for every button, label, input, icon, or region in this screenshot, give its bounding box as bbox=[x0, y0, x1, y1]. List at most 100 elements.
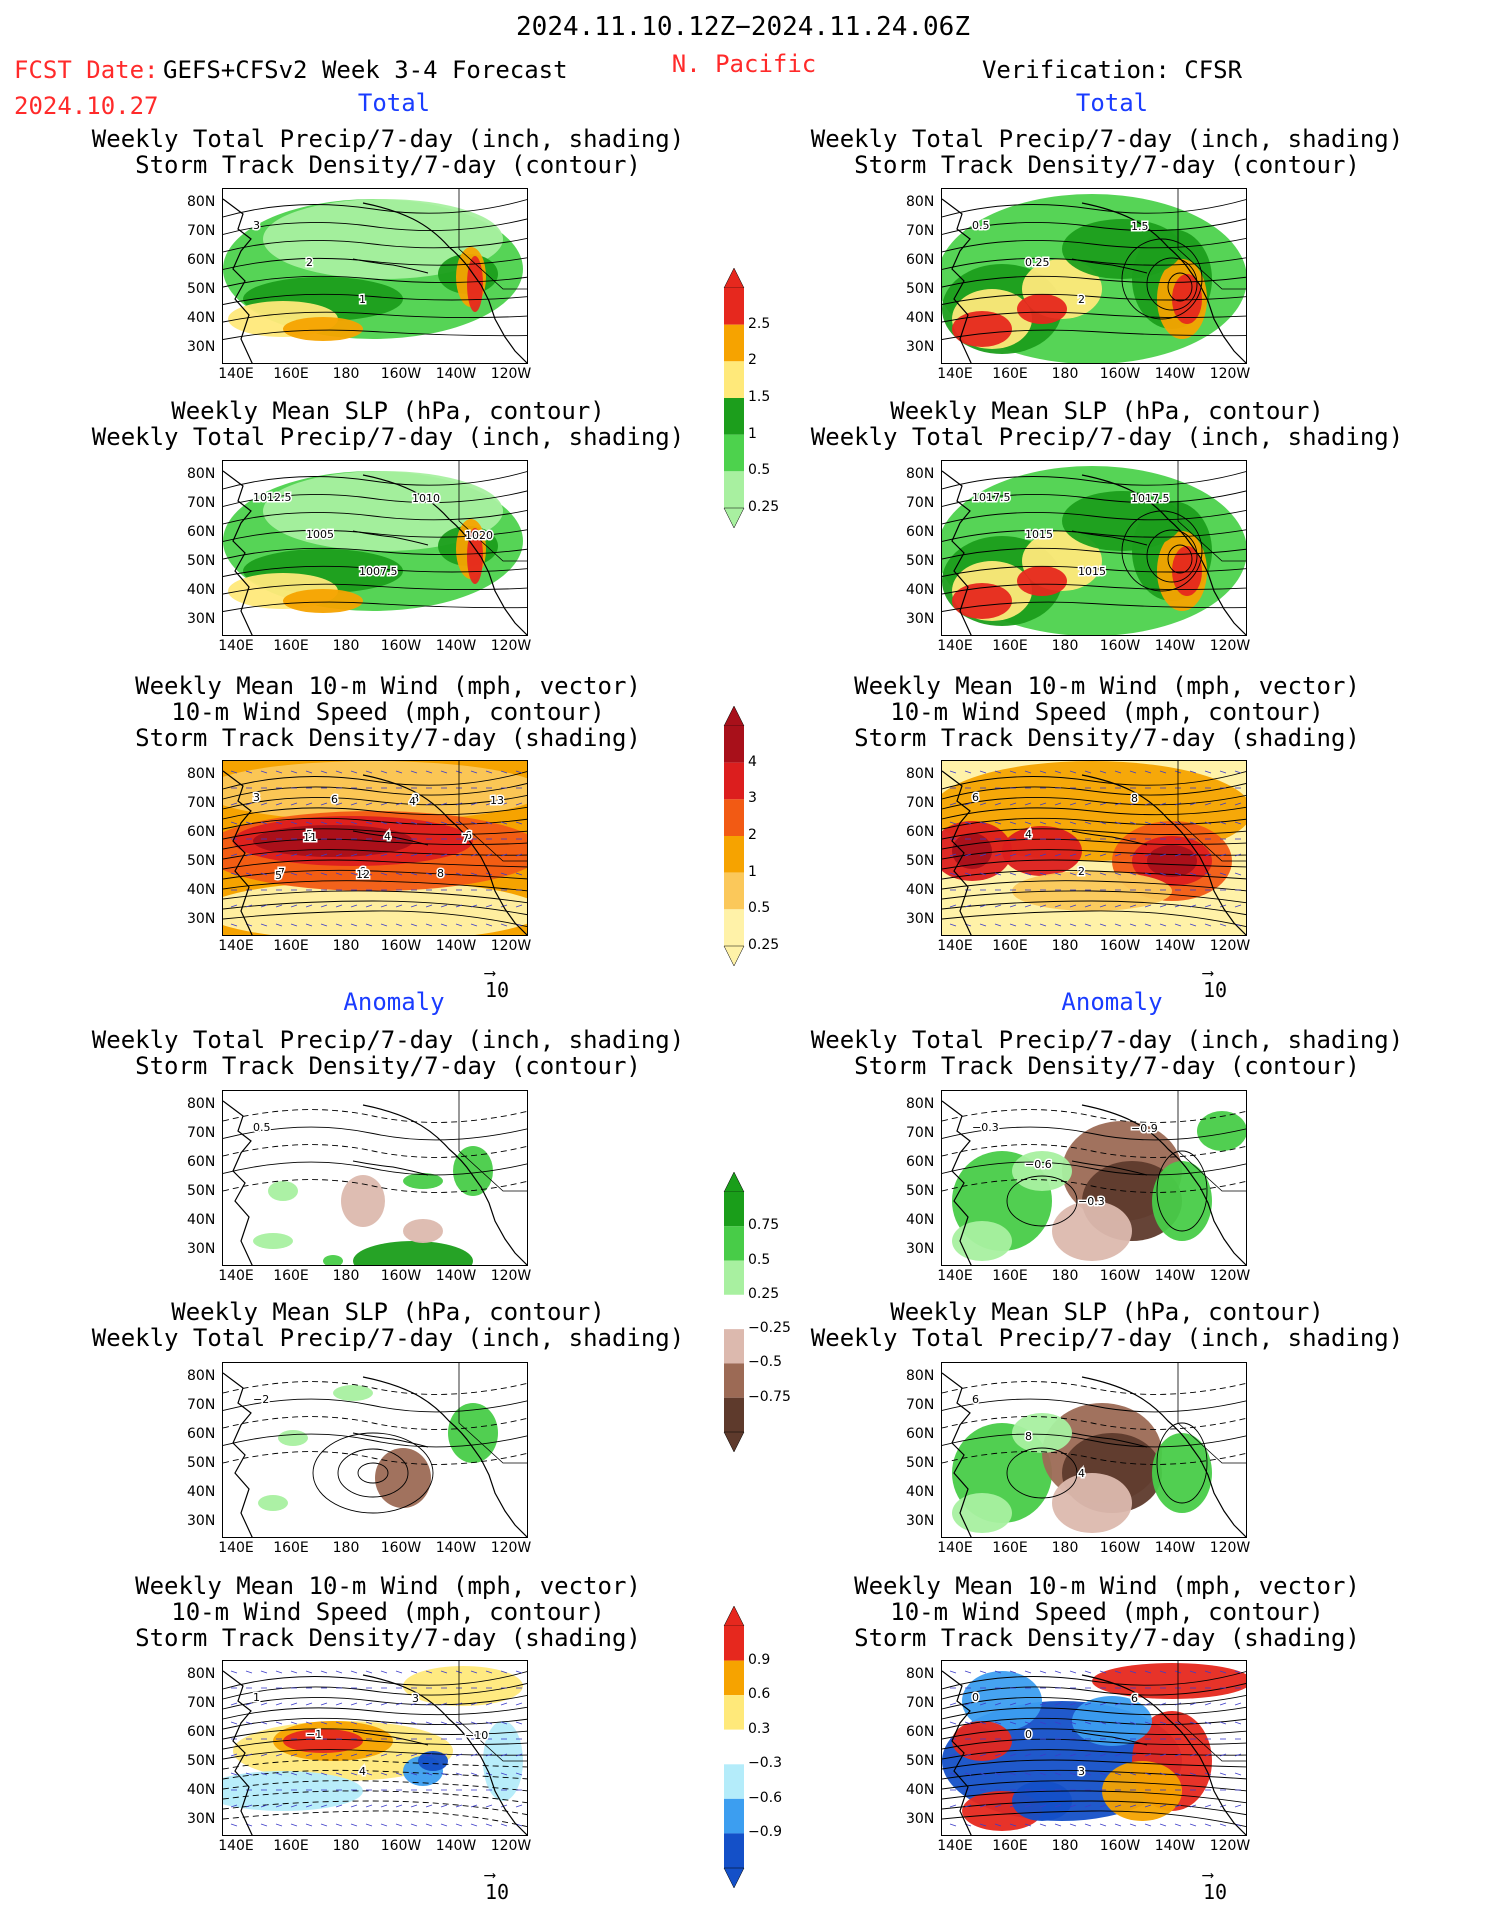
contour-lines bbox=[942, 199, 1246, 340]
colorbar-segment bbox=[724, 1397, 744, 1432]
lat-tick-label: 50N bbox=[187, 1455, 216, 1471]
shading-area bbox=[375, 1448, 431, 1508]
coastline-north-america bbox=[1081, 1674, 1246, 1835]
panel-title-l6-line3: Storm Track Density/7-day (shading) bbox=[135, 1624, 641, 1652]
political-border bbox=[1177, 1091, 1246, 1192]
map-canvas: 6 8 4 bbox=[942, 1363, 1246, 1537]
contour-label: 4 bbox=[384, 830, 391, 843]
contour-label: 1015 bbox=[1025, 528, 1053, 541]
lon-tick-label: 140W bbox=[1154, 1838, 1196, 1854]
lon-tick-label: 140W bbox=[435, 938, 477, 954]
contour-lines bbox=[223, 1109, 527, 1193]
shading-area bbox=[253, 1233, 293, 1249]
contour-lines bbox=[942, 1671, 1246, 1828]
lon-tick-label: 180 bbox=[1051, 366, 1079, 382]
contour-label: 8 bbox=[1025, 1430, 1032, 1443]
shading-area bbox=[323, 1255, 343, 1265]
contour-lines bbox=[942, 1109, 1246, 1232]
colorbar-tick-label: 2 bbox=[748, 827, 757, 843]
lon-tick-label: 160W bbox=[380, 1838, 422, 1854]
lon-tick-label: 120W bbox=[490, 1838, 532, 1854]
shading-area bbox=[1017, 294, 1067, 324]
aleutian-islands bbox=[1071, 830, 1148, 846]
coastline-asia bbox=[223, 1372, 253, 1537]
coastline-north-america bbox=[1081, 1104, 1246, 1265]
coastline-asia bbox=[223, 1100, 253, 1265]
contour-label: 0.5 bbox=[253, 1121, 271, 1134]
panel-title-l3-line3: Storm Track Density/7-day (shading) bbox=[135, 724, 641, 752]
lon-tick-label: 140E bbox=[218, 938, 254, 954]
map-panel-r2: 1017.5 1015 1015 1017.5 bbox=[941, 460, 1247, 636]
contour-label: 11 bbox=[303, 831, 317, 844]
contour-label: 1.5 bbox=[1131, 220, 1149, 233]
map-canvas: 1 −1 4 3 −10 bbox=[223, 1661, 527, 1835]
lon-tick-label: 140W bbox=[435, 638, 477, 654]
lat-tick-label: 50N bbox=[187, 1753, 216, 1769]
vector-ref-value: 10 bbox=[1203, 978, 1228, 1002]
lat-tick-label: 80N bbox=[187, 466, 216, 482]
contour-label: 3 bbox=[1078, 1765, 1085, 1778]
contour-label: 7 bbox=[462, 832, 469, 845]
shading-area bbox=[333, 1385, 373, 1401]
aleutian-islands bbox=[1071, 1432, 1148, 1448]
panel-title-l6-line2: 10-m Wind Speed (mph, contour) bbox=[171, 1598, 605, 1626]
map-canvas: 1017.5 1015 1015 1017.5 bbox=[942, 461, 1246, 635]
contour-label: 2 bbox=[306, 256, 313, 269]
panel-title-r1-line1: Weekly Total Precip/7-day (inch, shading… bbox=[810, 125, 1404, 153]
contour-label: 8 bbox=[1131, 792, 1138, 805]
political-border bbox=[458, 761, 527, 862]
lat-tick-label: 30N bbox=[187, 1811, 216, 1827]
contour-label: 3 bbox=[253, 791, 260, 804]
contour-label: 1007.5 bbox=[359, 565, 398, 578]
colorbar-cap-bottom bbox=[723, 1867, 745, 1888]
shading-area bbox=[952, 583, 1012, 619]
lat-tick-label: 80N bbox=[906, 1666, 935, 1682]
lon-tick-label: 160W bbox=[380, 366, 422, 382]
lon-tick-label: 140E bbox=[937, 938, 973, 954]
shading-area bbox=[341, 1175, 385, 1227]
lat-tick-label: 70N bbox=[187, 795, 216, 811]
contour-lines bbox=[942, 471, 1246, 612]
lon-tick-label: 140E bbox=[218, 1540, 254, 1556]
panel-title-l4-line2: Storm Track Density/7-day (contour) bbox=[135, 1052, 641, 1080]
aleutian-islands bbox=[352, 530, 429, 546]
aleutian-islands bbox=[352, 830, 429, 846]
aleutian-islands bbox=[1071, 530, 1148, 546]
colorbar-segment bbox=[724, 1833, 744, 1868]
lon-tick-label: 140E bbox=[937, 1268, 973, 1284]
contour-label: 2 bbox=[1078, 865, 1085, 878]
lon-tick-label: 140E bbox=[937, 366, 973, 382]
colorbar-precip-total bbox=[723, 268, 745, 528]
aleutian-islands bbox=[352, 1160, 429, 1176]
colorbar-track-total bbox=[723, 706, 745, 966]
coastline-asia bbox=[223, 198, 253, 363]
panel-title-l5-line2: Weekly Total Precip/7-day (inch, shading… bbox=[91, 1324, 685, 1352]
shading-area bbox=[263, 199, 503, 279]
colorbar-segment bbox=[724, 434, 744, 472]
map-canvas: 3 2 1 bbox=[223, 189, 527, 363]
vector-ref-l3: ⟶ 10 bbox=[485, 965, 509, 1003]
panel-title-r3-line2: 10-m Wind Speed (mph, contour) bbox=[890, 698, 1324, 726]
contour-label: 6 bbox=[972, 1393, 979, 1406]
contour-label: 1010 bbox=[412, 492, 440, 505]
coastline-asia bbox=[942, 1670, 972, 1835]
contour-lines bbox=[223, 1381, 527, 1514]
colorbar-segment bbox=[724, 1764, 744, 1799]
lat-tick-label: 40N bbox=[906, 1212, 935, 1228]
colorbar-segment bbox=[724, 1260, 744, 1295]
lat-tick-label: 60N bbox=[187, 1724, 216, 1740]
contour-label: 8 bbox=[412, 792, 419, 805]
wind-vectors bbox=[230, 770, 523, 927]
panel-title-l4-line1: Weekly Total Precip/7-day (inch, shading… bbox=[91, 1026, 685, 1054]
panel-title-r1-line2: Storm Track Density/7-day (contour) bbox=[854, 151, 1360, 179]
shading-area bbox=[418, 1751, 448, 1771]
colorbar-tick-label: 0.25 bbox=[748, 1285, 780, 1302]
lat-tick-label: 40N bbox=[906, 882, 935, 898]
lon-tick-label: 140E bbox=[937, 1540, 973, 1556]
lon-tick-label: 160E bbox=[992, 1540, 1028, 1556]
contour-label: 6 bbox=[359, 865, 366, 878]
lon-tick-label: 140W bbox=[435, 1838, 477, 1854]
panel-title-r6-line2: 10-m Wind Speed (mph, contour) bbox=[890, 1598, 1324, 1626]
lat-tick-label: 60N bbox=[906, 824, 935, 840]
lon-tick-label: 180 bbox=[332, 1268, 360, 1284]
